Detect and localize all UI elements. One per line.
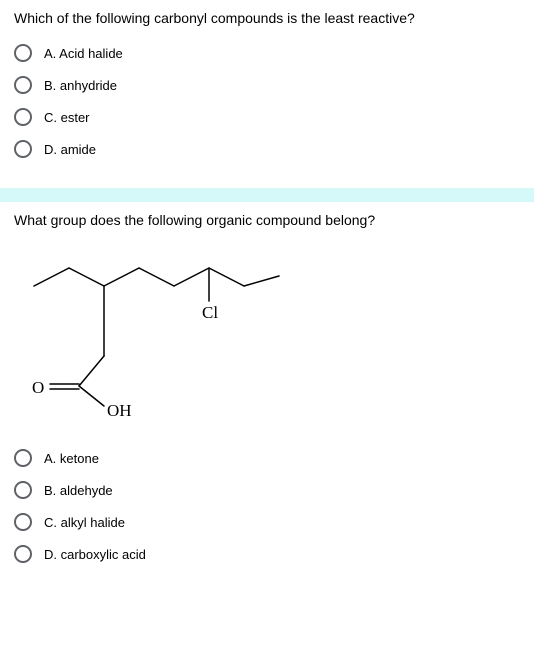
option-2a-label: A. ketone xyxy=(44,451,99,466)
option-1c-label: C. ester xyxy=(44,110,90,125)
radio-icon[interactable] xyxy=(14,481,32,499)
option-2a-row[interactable]: A. ketone xyxy=(14,449,520,467)
question-2-text: What group does the following organic co… xyxy=(14,212,520,228)
molecule-diagram: Cl O OH xyxy=(24,256,284,436)
option-2d-label: D. carboxylic acid xyxy=(44,547,146,562)
option-2b-row[interactable]: B. aldehyde xyxy=(14,481,520,499)
question-2: What group does the following organic co… xyxy=(0,202,534,593)
o-label: O xyxy=(32,378,44,397)
option-1a-row[interactable]: A. Acid halide xyxy=(14,44,520,62)
radio-icon[interactable] xyxy=(14,44,32,62)
option-2d-row[interactable]: D. carboxylic acid xyxy=(14,545,520,563)
radio-icon[interactable] xyxy=(14,76,32,94)
option-1d-row[interactable]: D. amide xyxy=(14,140,520,158)
option-1b-row[interactable]: B. anhydride xyxy=(14,76,520,94)
option-1a-label: A. Acid halide xyxy=(44,46,123,61)
question-1-text: Which of the following carbonyl compound… xyxy=(14,10,520,26)
oh-label: OH xyxy=(107,401,132,420)
option-1d-label: D. amide xyxy=(44,142,96,157)
radio-icon[interactable] xyxy=(14,108,32,126)
option-1b-label: B. anhydride xyxy=(44,78,117,93)
radio-icon[interactable] xyxy=(14,545,32,563)
option-2c-label: C. alkyl halide xyxy=(44,515,125,530)
option-1c-row[interactable]: C. ester xyxy=(14,108,520,126)
radio-icon[interactable] xyxy=(14,449,32,467)
cl-label: Cl xyxy=(202,303,218,322)
divider xyxy=(0,188,534,202)
question-1: Which of the following carbonyl compound… xyxy=(0,0,534,188)
radio-icon[interactable] xyxy=(14,513,32,531)
radio-icon[interactable] xyxy=(14,140,32,158)
option-2b-label: B. aldehyde xyxy=(44,483,113,498)
option-2c-row[interactable]: C. alkyl halide xyxy=(14,513,520,531)
